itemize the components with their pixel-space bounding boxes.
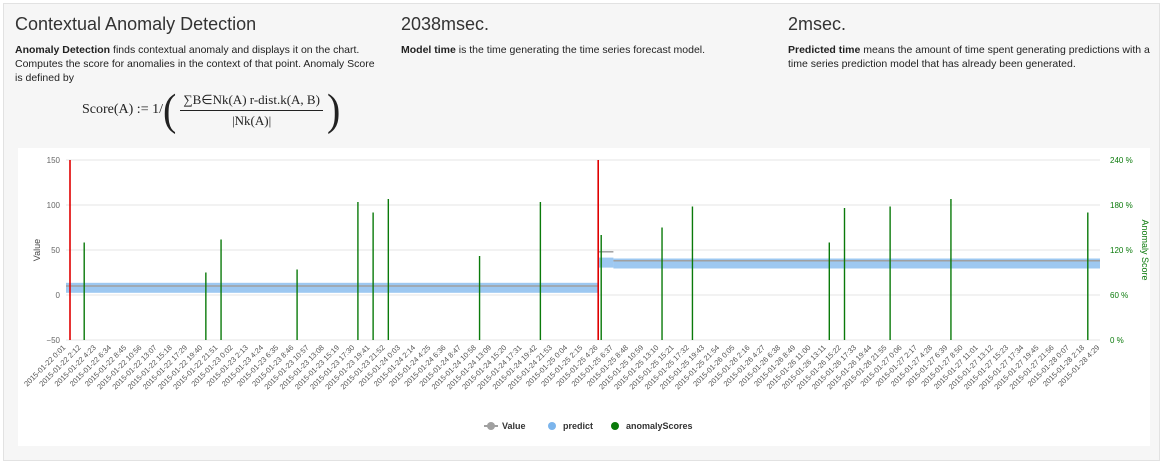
- model-time-text: Model time is the time generating the ti…: [401, 43, 771, 57]
- formula-fraction: ∑B∈Nk(A) r-dist.k(A, B) |Nk(A)|: [180, 92, 323, 129]
- y-tick-label: 50: [51, 246, 60, 255]
- y2-tick-label: 120 %: [1110, 246, 1133, 255]
- y-tick-label: 0: [56, 291, 61, 300]
- y2-tick-label: 0 %: [1110, 336, 1124, 345]
- y-axis-title: Value: [32, 239, 42, 261]
- legend-label: anomalyScores: [626, 421, 693, 431]
- formula-numerator: ∑B∈Nk(A) r-dist.k(A, B): [180, 92, 323, 111]
- predicted-time-column: 2msec. Predicted time means the amount o…: [788, 14, 1153, 71]
- model-time-body: is the time generating the time series f…: [455, 44, 706, 56]
- page-title: Contextual Anomaly Detection: [15, 14, 257, 34]
- y-tick-label: 150: [47, 156, 61, 165]
- legend-item: predict: [548, 421, 593, 431]
- y2-tick-label: 60 %: [1110, 291, 1128, 300]
- model-time-column: 2038msec. Model time is the time generat…: [401, 14, 771, 57]
- legend-marker: [611, 422, 619, 430]
- legend-item: Value: [484, 421, 526, 431]
- anomaly-chart: 150 100 50 0 −50 240 % 180 % 120 % 60 % 0 % Value A…: [22, 156, 1150, 431]
- predicted-time-value: 2msec.: [788, 14, 847, 34]
- description-column: Contextual Anomaly Detection Anomaly Det…: [15, 14, 385, 85]
- predicted-time-text: Predicted time means the amount of time …: [788, 43, 1153, 71]
- legend-marker: [548, 422, 556, 430]
- y2-tick-label: 240 %: [1110, 156, 1133, 165]
- legend-marker: [487, 422, 495, 430]
- legend-label: Value: [502, 421, 526, 431]
- model-time-bold: Model time: [401, 44, 456, 56]
- legend-label: predict: [563, 421, 593, 431]
- description-text: Anomaly Detection finds contextual anoma…: [15, 43, 385, 85]
- formula-paren-left: (: [163, 84, 177, 135]
- legend-item: anomalyScores: [611, 421, 693, 431]
- description-bold: Anomaly Detection: [15, 44, 111, 56]
- formula-lhs: Score(A) := 1/: [82, 102, 163, 117]
- predict-band: [66, 282, 599, 293]
- predicted-time-bold: Predicted time: [788, 44, 861, 56]
- y2-axis-title: Anomaly Score: [1140, 219, 1150, 280]
- model-time-value: 2038msec.: [401, 14, 490, 34]
- y-tick-label: 100: [47, 201, 61, 210]
- predicted-time-body: means the amount of time spent generatin…: [788, 44, 1150, 70]
- score-formula: Score(A) := 1/ ( ∑B∈Nk(A) r-dist.k(A, B)…: [82, 84, 341, 135]
- formula-denominator: |Nk(A)|: [232, 112, 272, 128]
- y2-tick-label: 180 %: [1110, 201, 1133, 210]
- description-body: finds contextual anomaly and displays it…: [15, 44, 375, 84]
- page-panel: Contextual Anomaly Detection Anomaly Det…: [3, 3, 1160, 461]
- y-tick-label: −50: [46, 336, 60, 345]
- chart-container: 150 100 50 0 −50 240 % 180 % 120 % 60 % 0 % Value A…: [18, 148, 1150, 446]
- formula-paren-right: ): [326, 84, 341, 135]
- predict-band: [598, 257, 614, 268]
- predict-band: [613, 258, 1100, 269]
